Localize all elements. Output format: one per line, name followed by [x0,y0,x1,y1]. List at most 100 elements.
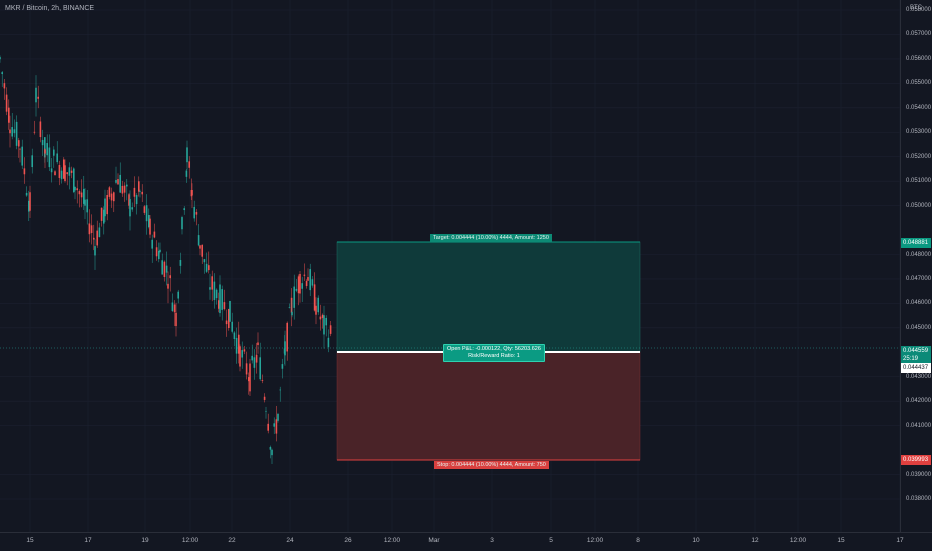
time-tick-label: 24 [286,537,294,544]
candle-body [83,188,85,204]
candle-body [115,179,117,183]
candle-body [63,159,65,179]
candle-body [185,170,188,177]
candle-body [113,192,115,202]
candle-body [53,149,55,156]
candle-body [50,168,53,173]
candle-body [129,199,131,217]
candle-body [44,149,46,154]
candle-body [66,172,68,175]
price-tick-label: 0.047000 [906,275,932,282]
candle-body [11,127,13,137]
candle-body [56,153,58,163]
stop-label[interactable]: Stop: 0.004444 (10.00%) 4444, Amount: 75… [434,461,549,469]
candle-body [128,194,130,206]
target-label[interactable]: Target: 0.004444 (10.00%) 4444, Amount: … [430,234,552,242]
time-tick-label: 5 [549,537,553,544]
candle-body [58,164,61,178]
candle-body [183,208,185,211]
candle-body [155,247,158,257]
time-tick-label: 26 [344,537,352,544]
candle-body [96,230,98,246]
candle-body [3,83,6,89]
position-info-label[interactable]: Open P&L: -0.000122, Qty: 56203.626 Risk… [443,344,545,362]
time-tick-label: 3 [490,537,494,544]
price-tick-label: 0.043000 [906,373,932,380]
time-tick-label: 8 [636,537,640,544]
candle-body [269,446,272,450]
candle-body [153,231,156,238]
current-price-value: 0.044559 [903,348,929,354]
candle-body [291,311,293,316]
candle-body [295,288,298,291]
candle-body [90,225,93,233]
candle-body [84,199,86,206]
candle-body [329,325,332,334]
candle-body [151,239,153,249]
candle-body [54,171,56,176]
time-tick-label: 15 [837,537,845,544]
candle-body [307,277,309,281]
time-tick-label: 12 [751,537,759,544]
candle-body [208,265,210,271]
price-tick-label: 0.052000 [906,153,932,160]
price-axis[interactable] [900,0,932,532]
symbol-title[interactable]: MKR / Bitcoin, 2h, BINANCE [5,5,95,12]
price-chart[interactable] [0,0,900,532]
candle-body [13,129,16,134]
candle-body [139,191,141,193]
candle-body [167,283,169,289]
candle-body [290,297,293,313]
price-tick-label: 0.038000 [906,496,932,502]
candle-body [243,349,246,352]
time-axis[interactable] [0,532,932,551]
candle-body [163,261,166,278]
candle-body [73,168,75,193]
candle-body [195,212,198,215]
candle-body [143,206,146,213]
candle-body [209,287,211,290]
candle-body [64,165,66,182]
price-tick-label: 0.041000 [906,422,932,429]
candle-body [28,200,30,212]
loss-zone[interactable] [336,351,641,461]
candle-body [1,72,3,75]
candle-body [245,363,248,375]
time-tick-label: 17 [896,537,904,544]
candle-body [257,342,259,346]
candle-body [158,250,160,260]
profit-zone[interactable] [336,241,641,353]
candle-body [106,195,108,215]
current-price-tag: 0.044559 25:19 [901,346,931,364]
candle-body [315,305,317,315]
candle-body [275,419,278,434]
price-tick-label: 0.058000 [906,7,932,13]
candle-body [197,235,200,246]
candle-body [305,280,308,286]
candle-body [48,147,51,168]
candle-body [19,148,21,150]
candle-body [104,198,106,217]
candle-body [225,320,228,325]
price-tick-label: 0.057000 [906,31,932,38]
candle-body [35,87,37,103]
candle-body [41,139,44,146]
candle-body [0,57,1,60]
price-tick-label: 0.039000 [906,471,932,478]
price-tick-label: 0.056000 [906,55,932,62]
candle-body [177,291,179,299]
candle-body [161,260,163,275]
candle-body [18,140,20,147]
price-tick-label: 0.054000 [906,104,932,111]
price-tick-label: 0.051000 [906,178,932,185]
candle-body [297,276,300,294]
candle-body [88,223,91,235]
stop-price-tag: 0.039993 [901,455,931,465]
candle-body [15,121,18,146]
candle-body [173,304,176,313]
candle-body [327,337,330,348]
price-tick-label: 0.050000 [906,202,932,209]
candle-body [319,316,322,320]
candle-body [219,284,221,314]
candle-body [181,217,183,230]
